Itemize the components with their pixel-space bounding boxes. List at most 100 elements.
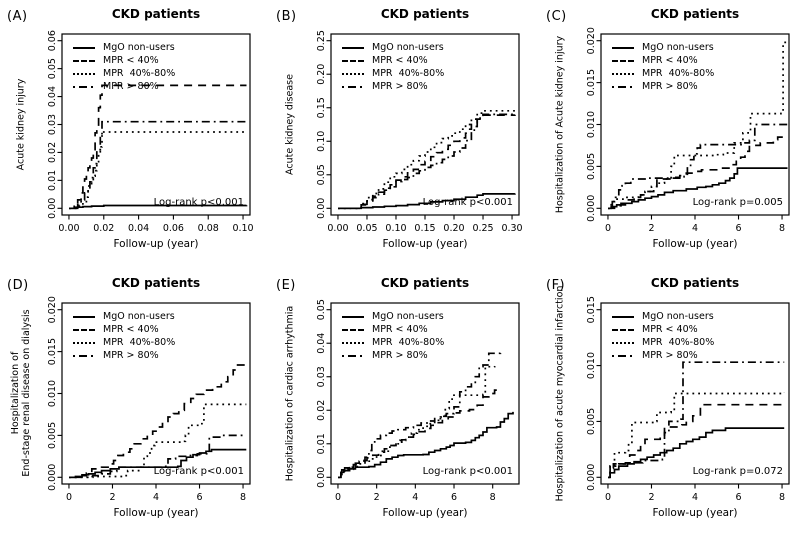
svg-text:6: 6 <box>735 492 741 503</box>
svg-text:2: 2 <box>648 223 654 234</box>
legend-item: MPR > 80% <box>73 80 175 93</box>
legend-item: MgO non-users <box>73 41 175 54</box>
svg-text:0.05: 0.05 <box>316 299 327 320</box>
dashed-line-sample <box>342 328 364 331</box>
panel-a: 0.00 0.02 0.04 0.06 0.08 0.10 0.00 0.01 0.02 0.03… <box>0 0 269 269</box>
svg-text:0.000: 0.000 <box>47 464 58 491</box>
dotted-line-sample <box>612 72 634 75</box>
chart-title: CKD patients <box>650 7 740 21</box>
svg-text:0.15: 0.15 <box>414 223 435 234</box>
dashed-line-sample <box>612 328 634 331</box>
legend-item: MPR 40%-80% <box>612 336 714 349</box>
svg-text:0.015: 0.015 <box>586 296 597 323</box>
dashed-line-sample <box>612 59 634 62</box>
svg-text:0.010: 0.010 <box>47 380 58 407</box>
svg-text:0.00: 0.00 <box>58 223 79 234</box>
svg-text:0.02: 0.02 <box>93 223 114 234</box>
svg-text:0.005: 0.005 <box>47 422 58 449</box>
chart-title: CKD patients <box>380 7 470 21</box>
svg-text:8: 8 <box>240 492 246 503</box>
legend-item: MPR 40%-80% <box>73 336 175 349</box>
log-rank-pvalue: Log-rank p=0.005 <box>692 197 783 208</box>
svg-text:4: 4 <box>692 492 698 503</box>
svg-text:0.06: 0.06 <box>163 223 184 234</box>
svg-text:0.00: 0.00 <box>316 198 327 219</box>
legend-item: MPR > 80% <box>73 349 175 362</box>
legend: MgO non-users MPR < 40% MPR 40%-80% MPR … <box>612 310 714 362</box>
legend: MgO non-users MPR < 40% MPR 40%-80% MPR … <box>73 310 175 362</box>
legend: MgO non-users MPR < 40% MPR 40%-80% MPR … <box>342 41 444 93</box>
svg-text:0.05: 0.05 <box>356 223 377 234</box>
x-axis-label: Follow-up (year) <box>113 238 199 250</box>
y-axis-label: Acute kidney disease <box>284 74 296 175</box>
svg-text:2: 2 <box>374 492 380 503</box>
km-plot-f: 0 2 4 6 8 0.000 0.005 0.010 0.015 <box>586 296 790 503</box>
dotted-line-sample <box>612 341 634 344</box>
svg-text:0.06: 0.06 <box>47 30 58 51</box>
svg-text:0.005: 0.005 <box>586 408 597 435</box>
legend: MgO non-users MPR < 40% MPR 40%-80% MPR … <box>612 41 714 93</box>
panel-f: 0 2 4 6 8 0.000 0.005 0.010 0.015 (F) CKD patien… <box>539 269 808 538</box>
dashed-line-sample <box>342 59 364 62</box>
svg-text:0.005: 0.005 <box>586 153 597 180</box>
svg-text:0.010: 0.010 <box>586 352 597 379</box>
svg-text:0.03: 0.03 <box>47 114 58 135</box>
legend-item: MgO non-users <box>73 310 175 323</box>
svg-text:0.08: 0.08 <box>198 223 219 234</box>
log-rank-pvalue: Log-rank p<0.001 <box>153 466 244 477</box>
svg-text:0.05: 0.05 <box>316 164 327 185</box>
svg-text:0.04: 0.04 <box>47 86 58 107</box>
dotted-line-sample <box>342 72 364 75</box>
panel-letter: (B) <box>276 9 297 24</box>
panel-letter: (F) <box>546 278 566 293</box>
svg-text:8: 8 <box>779 492 785 503</box>
km-plot-d: 0 2 4 6 8 0.000 0.005 0.010 0.015 0.020 <box>47 296 251 503</box>
panel-letter: (A) <box>7 9 28 24</box>
svg-text:2: 2 <box>109 492 115 503</box>
legend-item: MPR > 80% <box>612 80 714 93</box>
legend-item: MPR 40%-80% <box>73 67 175 80</box>
svg-text:0.30: 0.30 <box>501 223 522 234</box>
svg-text:0: 0 <box>605 223 611 234</box>
x-axis-label: Follow-up (year) <box>382 507 468 519</box>
km-plot-b: 0.00 0.05 0.10 0.15 0.20 0.25 0.30 0.00 0.05 0.10… <box>316 30 523 234</box>
legend-item: MPR > 80% <box>342 80 444 93</box>
svg-text:0.10: 0.10 <box>232 223 253 234</box>
panel-d: 0 2 4 6 8 0.000 0.005 0.010 0.015 0.020 (D) CKD p… <box>0 269 269 538</box>
dotted-line-sample <box>73 341 95 344</box>
svg-text:0.00: 0.00 <box>316 467 327 488</box>
km-plot-a: 0.00 0.02 0.04 0.06 0.08 0.10 0.00 0.01 0.02 0.03… <box>47 30 254 234</box>
legend-item: MPR < 40% <box>342 54 444 67</box>
svg-text:0.00: 0.00 <box>47 198 58 219</box>
svg-text:0.01: 0.01 <box>316 433 327 454</box>
x-axis-label: Follow-up (year) <box>652 507 738 519</box>
panel-e: 0 2 4 6 8 0.00 0.01 0.02 0.03 0.04 0.05 (E) CKD pa… <box>269 269 538 538</box>
svg-text:6: 6 <box>451 492 457 503</box>
log-rank-pvalue: Log-rank p<0.001 <box>153 197 244 208</box>
svg-text:0.25: 0.25 <box>316 30 327 51</box>
legend-item: MPR 40%-80% <box>342 67 444 80</box>
svg-text:0.00: 0.00 <box>327 223 348 234</box>
dashdot-line-sample <box>342 85 364 88</box>
dotted-line-sample <box>342 341 364 344</box>
dashdot-line-sample <box>73 85 95 88</box>
dashed-line-sample <box>73 328 95 331</box>
x-axis-label: Follow-up (year) <box>652 238 738 250</box>
dotted-line-sample <box>73 72 95 75</box>
y-axis-label: Hospitalization of End-stage renal disea… <box>10 309 32 477</box>
dashdot-line-sample <box>612 85 634 88</box>
chart-title: CKD patients <box>111 276 201 290</box>
log-rank-pvalue: Log-rank p<0.001 <box>422 197 513 208</box>
svg-text:6: 6 <box>196 492 202 503</box>
svg-text:8: 8 <box>779 223 785 234</box>
solid-line-sample <box>342 46 364 49</box>
svg-text:0: 0 <box>66 492 72 503</box>
chart-title: CKD patients <box>650 276 740 290</box>
x-axis-label: Follow-up (year) <box>113 507 199 519</box>
svg-text:0.015: 0.015 <box>586 69 597 96</box>
legend-item: MgO non-users <box>612 310 714 323</box>
legend-item: MPR < 40% <box>612 54 714 67</box>
svg-text:0.02: 0.02 <box>47 142 58 163</box>
svg-text:0.02: 0.02 <box>316 400 327 421</box>
legend-item: MPR > 80% <box>342 349 444 362</box>
